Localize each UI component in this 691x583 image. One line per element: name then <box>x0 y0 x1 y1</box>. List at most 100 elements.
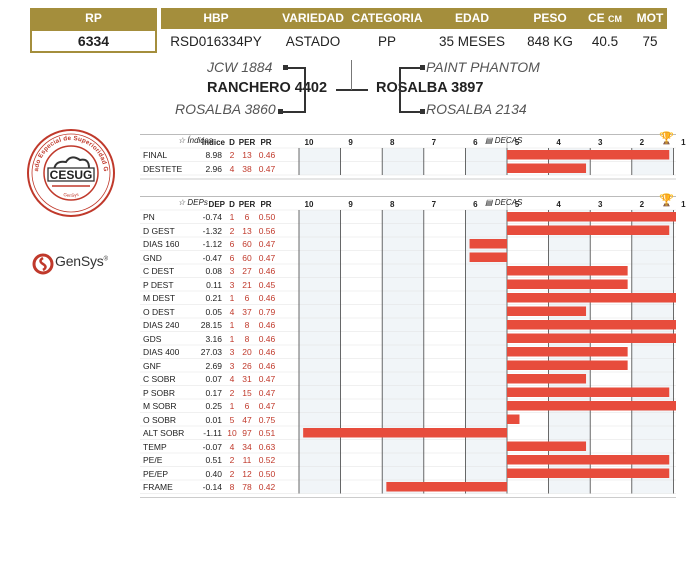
row-label: DESTETE <box>143 163 183 174</box>
gensys-logo-text: GenSys® <box>55 253 108 269</box>
row-pr: 0.47 <box>258 387 276 398</box>
row-d: 2 <box>229 150 235 160</box>
deca-tick-1: 1 <box>681 200 686 209</box>
row-pr: 0.45 <box>258 279 276 290</box>
col-header-1: D <box>229 138 235 147</box>
deca-tick-7: 7 <box>431 200 437 209</box>
pedigree-dam-dam: ROSALBA 2134 <box>426 101 527 117</box>
row-d: 4 <box>229 374 235 384</box>
indices-chart: ☆ Índices ▤ DECAS 🏆 Índice D PER PR 10 9 8 7 6 5 4 3 2 1… <box>140 131 686 188</box>
bar-dias-400 <box>507 347 628 357</box>
deca-tick-4: 4 <box>556 138 561 147</box>
bar-alt-sobr <box>303 428 507 438</box>
bar-p-dest <box>507 279 628 289</box>
pedigree-connector <box>278 109 283 114</box>
row-per: 60 <box>242 252 252 263</box>
row-per: 13 <box>242 225 252 236</box>
bar-m-dest <box>507 293 676 303</box>
row-pr: 0.46 <box>258 347 276 357</box>
bar-d-gest <box>507 225 670 235</box>
row-pr: 0.47 <box>258 374 276 384</box>
bar-frame <box>386 482 507 492</box>
col-header-0: Índice <box>201 138 225 147</box>
row-pr: 0.46 <box>258 266 276 276</box>
row-value: 0.08 <box>205 266 222 276</box>
row-pr: 0.56 <box>258 225 276 236</box>
row-d: 2 <box>229 468 235 479</box>
bar-pe-ep <box>507 468 670 478</box>
rp-header: RP <box>30 8 157 29</box>
row-per: 26 <box>242 360 252 371</box>
pedigree-dam-sire: PAINT PHANTOM <box>426 59 540 75</box>
deps-chart-svg <box>140 196 676 498</box>
mot-value: 75 <box>642 34 658 49</box>
row-value: 2.69 <box>205 360 222 371</box>
row-pr: 0.52 <box>258 455 276 465</box>
trophy-icon: 🏆 <box>659 193 674 207</box>
pedigree-connector <box>420 65 425 70</box>
row-per: 60 <box>242 239 252 249</box>
row-pr: 0.47 <box>258 239 276 249</box>
row-per: 20 <box>242 347 252 357</box>
peso-header: PESO <box>533 11 567 25</box>
row-d: 2 <box>229 455 235 465</box>
deca-tick-1: 1 <box>681 138 686 147</box>
row-per: 6 <box>244 212 250 222</box>
deca-tick-9: 9 <box>348 138 353 147</box>
bar-gnf <box>507 360 628 370</box>
bar-dias-240 <box>507 320 676 330</box>
row-d: 4 <box>229 441 235 452</box>
row-label: DIAS 400 <box>143 347 180 357</box>
row-pr: 0.47 <box>258 252 276 263</box>
row-per: 21 <box>242 279 252 290</box>
mot-header: MOT <box>636 11 664 25</box>
row-pr: 0.79 <box>258 306 276 317</box>
row-pr: 0.75 <box>258 414 276 425</box>
row-label: PE/EP <box>143 468 169 479</box>
edad-value: 35 MESES <box>438 34 506 49</box>
row-per: 6 <box>244 401 250 411</box>
pedigree-connector <box>336 89 368 91</box>
row-per: 38 <box>242 163 252 174</box>
deca-tick-5: 5 <box>514 200 520 209</box>
row-value: -0.14 <box>202 482 222 492</box>
row-pr: 0.46 <box>258 333 276 344</box>
row-d: 3 <box>229 347 235 357</box>
row-per: 13 <box>242 150 252 160</box>
indices-chart-svg <box>140 134 676 180</box>
row-per: 12 <box>242 468 252 479</box>
row-per: 31 <box>242 374 252 384</box>
row-value: 27.03 <box>200 347 222 357</box>
pedigree-connector <box>400 111 422 113</box>
edad-header: EDAD <box>454 11 489 25</box>
row-value: 2.96 <box>205 163 222 174</box>
pedigree-dam: ROSALBA 3897 <box>376 80 484 96</box>
deca-tick-3: 3 <box>597 200 603 209</box>
pedigree-connector <box>304 67 306 113</box>
rp-value: 6334 <box>30 29 157 53</box>
deca-tick-4: 4 <box>556 200 561 209</box>
row-label: M DEST <box>143 293 176 303</box>
row-label: C SOBR <box>143 374 176 384</box>
deca-tick-3: 3 <box>597 138 603 147</box>
ce-value: 40.5 <box>591 34 619 49</box>
row-d: 1 <box>229 320 235 330</box>
deca-tick-10: 10 <box>304 200 314 209</box>
bar-p-sobr <box>507 387 670 397</box>
row-value: 0.21 <box>205 293 222 303</box>
row-label: P DEST <box>143 279 174 290</box>
row-d: 2 <box>229 225 235 236</box>
bar-c-sobr <box>507 374 587 384</box>
deca-tick-6: 6 <box>473 200 478 209</box>
row-per: 6 <box>244 293 250 303</box>
row-d: 4 <box>229 306 235 317</box>
pedigree-connector <box>400 67 422 69</box>
row-value: 8.98 <box>205 150 222 160</box>
row-value: 0.07 <box>205 374 222 384</box>
bar-dias-160 <box>469 239 507 249</box>
deca-tick-2: 2 <box>639 138 645 147</box>
row-value: 0.40 <box>205 468 222 479</box>
deca-tick-8: 8 <box>389 138 395 147</box>
row-label: GDS <box>143 333 162 344</box>
row-value: 0.05 <box>205 306 222 317</box>
